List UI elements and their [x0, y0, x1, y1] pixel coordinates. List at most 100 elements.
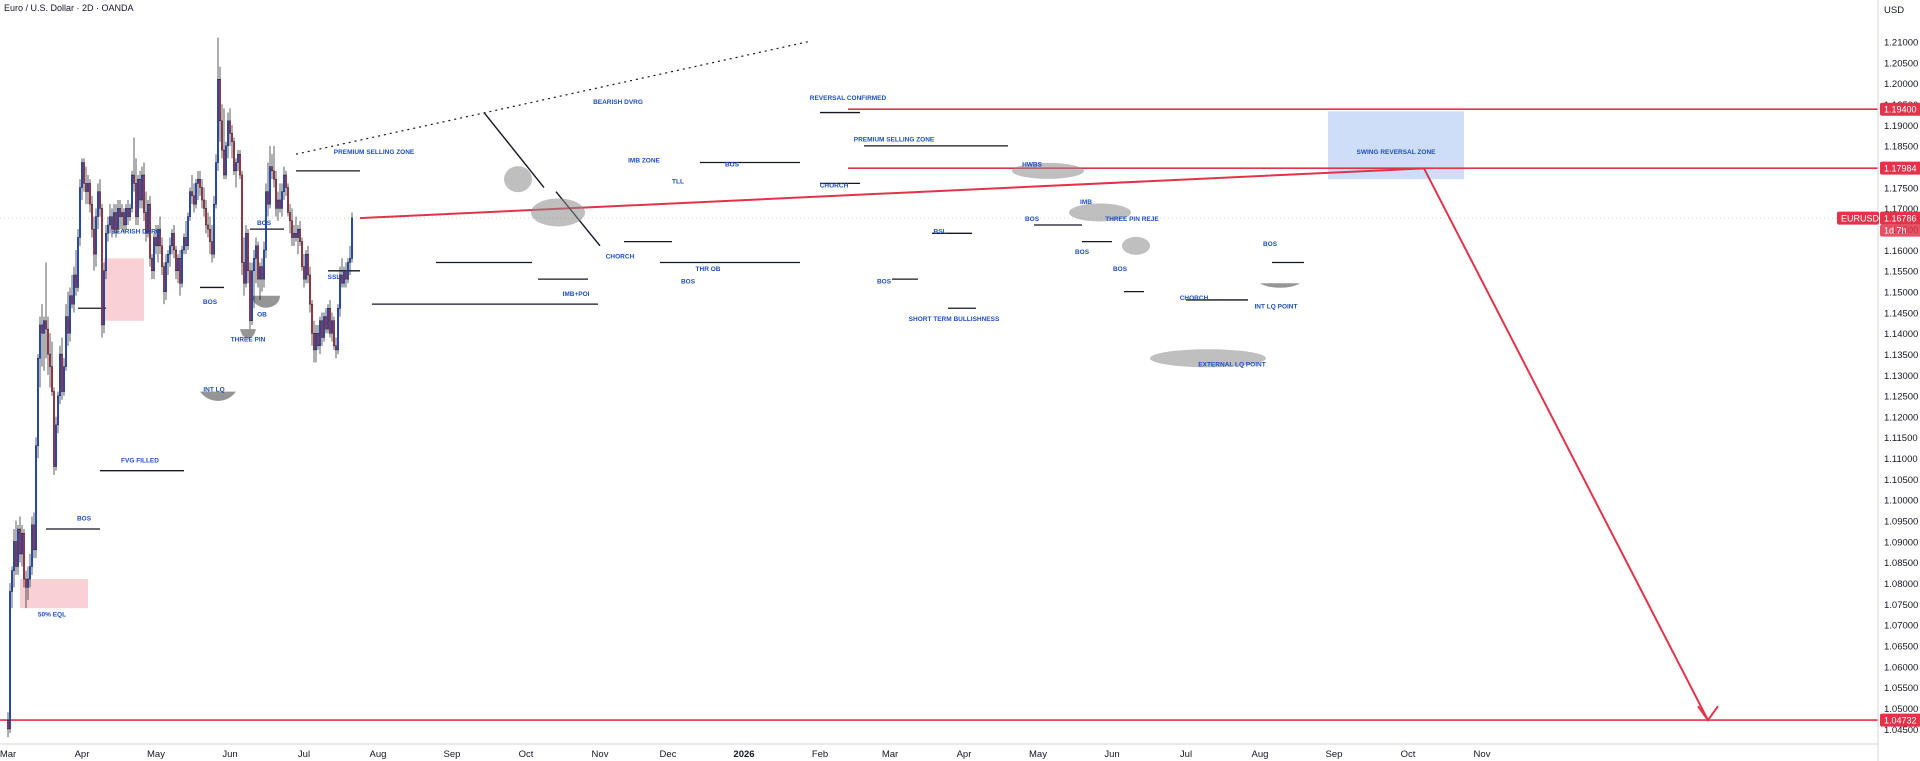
candle-body — [94, 216, 97, 255]
candle-body — [21, 532, 24, 555]
candle-body — [299, 228, 302, 242]
candle-body — [132, 174, 135, 184]
annotation-label: BOS — [1113, 266, 1128, 273]
zone-50-eql-zone — [20, 578, 88, 609]
candle-body — [140, 174, 143, 201]
candle-body — [142, 174, 145, 213]
price-tick-label: 1.15000 — [1884, 287, 1918, 298]
candle-body — [347, 262, 350, 280]
candle-body — [351, 217, 354, 259]
candle-body — [329, 308, 332, 334]
candle-body — [152, 237, 155, 272]
time-tick-label: Aug — [370, 749, 387, 760]
three-pin-shape — [240, 329, 256, 339]
price-tick-label: 1.18500 — [1884, 142, 1918, 153]
price-axis: 1.210001.205001.200001.195001.190001.185… — [1837, 0, 1920, 761]
candle-body — [174, 249, 177, 272]
price-tick-label: 1.11500 — [1884, 433, 1918, 444]
annotation-label: BEARISH DVRG — [111, 228, 161, 235]
price-tick-label: 1.12500 — [1884, 392, 1918, 403]
candle-body — [341, 274, 344, 284]
annotation-label: CHORCH — [820, 183, 849, 190]
annotation-label: BOS — [725, 162, 740, 169]
time-tick-label: Dec — [660, 749, 677, 760]
annotation-label: IMB+POI — [563, 291, 590, 298]
candle-body — [176, 258, 179, 272]
candles-layer — [6, 37, 354, 738]
candle-body — [349, 258, 352, 263]
candle-body — [222, 149, 225, 176]
candle-body — [6, 720, 9, 730]
annotation-label: 50% EQL — [38, 611, 66, 618]
candle-body — [33, 524, 36, 551]
candle-body — [10, 570, 13, 592]
candle-body — [98, 191, 101, 209]
candle-body — [210, 241, 213, 255]
price-tick-label: 1.08000 — [1884, 579, 1918, 590]
candle-body — [120, 212, 123, 217]
candle-body — [317, 333, 320, 346]
candle-body — [108, 216, 111, 226]
candle-body — [128, 208, 131, 217]
price-tick-label: 1.20500 — [1884, 58, 1918, 69]
candle-body — [267, 191, 270, 205]
projection-arrow — [359, 167, 1709, 721]
time-tick-label: Apr — [957, 749, 972, 760]
candle-body — [283, 174, 286, 192]
price-tag: 1.16786 — [1884, 214, 1917, 224]
time-tick-label: Mar — [0, 749, 16, 760]
price-tick-label: 1.09000 — [1884, 537, 1918, 548]
price-tick-label: 1.14500 — [1884, 308, 1918, 319]
candle-body — [263, 249, 266, 280]
price-tick-label: 1.12000 — [1884, 412, 1918, 423]
price-tick-label: 1.13000 — [1884, 371, 1918, 382]
candle-body — [90, 203, 93, 230]
candle-body — [76, 237, 79, 288]
annotation-label: BOS — [77, 516, 92, 523]
time-tick-label: Oct — [1401, 749, 1416, 760]
candle-body — [311, 303, 314, 334]
candle-body — [106, 224, 109, 234]
chart-title: Euro / U.S. Dollar · 2D · OANDA — [4, 3, 134, 13]
currency-label: USD — [1884, 5, 1904, 16]
annotation-label: BOS — [1075, 249, 1090, 256]
candle-body — [196, 178, 199, 184]
drawings-layer — [0, 41, 1878, 722]
candle-body — [335, 345, 338, 351]
annotation-label: BOS — [877, 278, 892, 285]
candle-body — [114, 212, 117, 230]
candle-body — [242, 262, 245, 284]
candle-body — [194, 183, 197, 205]
symbol-tag-bg — [1837, 211, 1879, 225]
time-tick-label: Oct — [519, 749, 534, 760]
candle-body — [14, 541, 17, 567]
annotation-label: PREMIUM SELLING ZONE — [334, 149, 415, 156]
candle-body — [269, 166, 272, 205]
annotation-label: REVERSAL CONFIRMED — [810, 95, 887, 102]
price-tag-bg — [1880, 102, 1920, 116]
candle-body — [154, 237, 157, 247]
candle-body — [156, 228, 159, 247]
candle-body — [57, 395, 60, 426]
candle-body — [289, 212, 292, 222]
annotation-label: THR OB — [696, 266, 721, 273]
candle-body — [206, 224, 209, 230]
candle-body — [246, 233, 249, 272]
candle-body — [204, 208, 207, 226]
candle-body — [100, 208, 103, 326]
candle-body — [150, 258, 153, 272]
candle-body — [202, 199, 205, 209]
price-tick-label: 1.20000 — [1884, 79, 1918, 90]
candle-body — [337, 308, 340, 351]
price-tick-label: 1.09500 — [1884, 517, 1918, 528]
candle-body — [190, 191, 193, 197]
candle-body — [319, 320, 322, 346]
candle-body — [333, 320, 336, 346]
time-tick-label: Jul — [298, 749, 310, 760]
candle-body — [178, 258, 181, 284]
price-tick-label: 1.21000 — [1884, 38, 1918, 49]
zone-label: SWING REVERSAL ZONE — [1357, 149, 1437, 156]
candle-body — [12, 541, 15, 571]
annotation-label: BOS — [1025, 216, 1040, 223]
